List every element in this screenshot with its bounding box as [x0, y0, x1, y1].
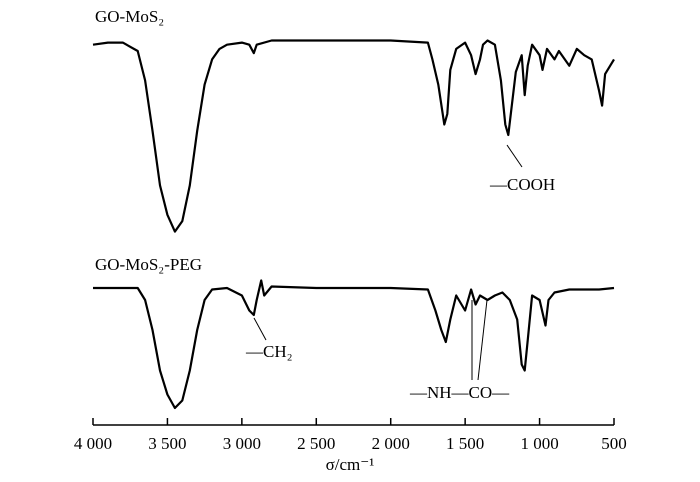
- annotation: —COOH: [489, 175, 555, 194]
- x-tick-label: 4 000: [74, 434, 112, 453]
- x-axis-label: σ/cm⁻¹: [326, 455, 375, 474]
- x-tick-label: 3 000: [223, 434, 261, 453]
- annotation-leader: [253, 317, 267, 341]
- x-tick-label: 2 500: [297, 434, 335, 453]
- x-tick-label: 1 500: [446, 434, 484, 453]
- spectrum-line: [93, 279, 615, 410]
- annotation: —CH₂: [245, 342, 293, 361]
- x-tick-label: 2 000: [372, 434, 410, 453]
- x-tick-label: 1 000: [520, 434, 558, 453]
- series-label: GO-MoS₂: [95, 7, 164, 26]
- annotation: —NH—CO—: [409, 383, 510, 402]
- x-tick-label: 500: [601, 434, 627, 453]
- annotation-leader: [477, 299, 488, 381]
- spectrum-line: [92, 39, 615, 233]
- x-tick-label: 3 500: [148, 434, 186, 453]
- series-label: GO-MoS₂-PEG: [95, 255, 202, 274]
- annotation-leader: [506, 144, 523, 168]
